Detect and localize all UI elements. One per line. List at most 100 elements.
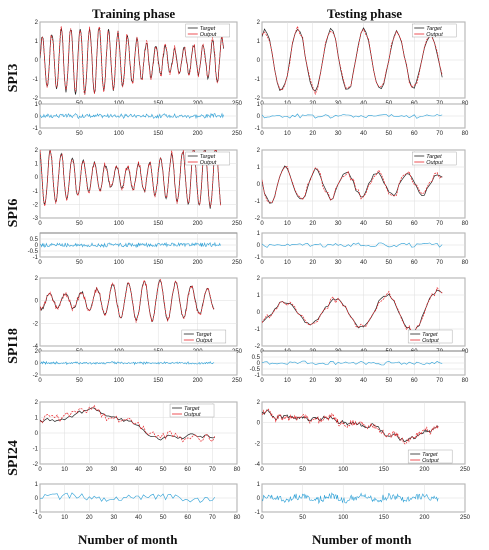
chart-spi24-testing-legend-output: Output: [422, 458, 439, 464]
chart-spi3-training-error-xtick: 50: [76, 131, 83, 137]
chart-spi18-training-legend-target: Target: [196, 332, 212, 338]
chart-spi24-training-main-ytick: -2: [33, 462, 39, 468]
chart-spi18-training-error-xtick: 0: [38, 378, 42, 384]
chart-spi6-training-main-ytick: -3: [33, 216, 39, 222]
chart-spi18-training-error-ytick: -2: [33, 373, 39, 379]
chart-spi24-training-main-ytick: 2: [35, 400, 39, 406]
chart-spi6-testing-legend-target: Target: [426, 154, 442, 160]
chart-spi6-training-target-line: [40, 150, 221, 209]
chart-spi18-training-main-ytick: -2: [33, 321, 39, 327]
chart-spi3-training-output-line: [40, 25, 224, 95]
chart-spi6-training-main-xtick: 200: [193, 221, 204, 227]
chart-spi6-testing-legend-output: Output: [426, 160, 443, 166]
chart-spi24-training-error-xtick: 40: [135, 515, 142, 521]
chart-spi3-testing-main-ytick: 2: [257, 20, 261, 26]
chart-spi24-training-error-xtick: 70: [209, 515, 216, 521]
chart-spi24-training-legend-output: Output: [184, 412, 201, 418]
chart-spi18-testing-error-xtick: 60: [411, 378, 418, 384]
chart-spi3-testing-main-ytick: 1: [257, 39, 261, 45]
chart-spi24-testing-main-xtick: 200: [419, 467, 430, 473]
chart-spi6-testing-error-xtick: 50: [386, 260, 393, 266]
chart-spi6-testing-main-ytick: 0: [257, 182, 261, 188]
chart-spi24-training-main-xtick: 60: [184, 467, 191, 473]
chart-spi3-training-error-ytick: -1: [33, 126, 39, 132]
chart-spi6-training-main-ytick: -2: [33, 202, 39, 208]
chart-spi18-testing-main-ytick: 2: [257, 276, 261, 282]
chart-spi24-testing-error-xtick: 250: [460, 515, 471, 521]
chart-spi18-testing-main-ytick: 0: [257, 310, 261, 316]
chart-spi6-testing-main-xtick: 30: [335, 221, 342, 227]
chart-spi3-testing-main-ytick: 0: [257, 58, 261, 64]
chart-spi24-training-main-xtick: 0: [38, 467, 42, 473]
header-training: Training phase: [92, 6, 176, 21]
chart-spi3-testing-error-ytick: 1: [257, 102, 261, 108]
chart-spi18-training: 050100150200250-4-202TargetOutput0501001…: [33, 276, 243, 384]
chart-spi3-testing-error-xtick: 80: [462, 131, 469, 137]
chart-spi18-testing-error-line: [262, 360, 443, 366]
chart-spi18-testing-error-xtick: 20: [309, 378, 316, 384]
chart-spi18-testing-main-ytick: -2: [255, 344, 261, 350]
chart-spi24-testing-main-ytick: 2: [257, 400, 261, 406]
chart-spi24-testing-error-xtick: 150: [379, 515, 390, 521]
chart-spi24-training-error-xtick: 10: [61, 515, 68, 521]
chart-spi18-testing-error-xtick: 30: [335, 378, 342, 384]
chart-spi6-testing-error-line: [262, 242, 443, 248]
chart-spi3-training-legend-output: Output: [200, 32, 217, 38]
chart-spi6-testing-main-xtick: 70: [436, 221, 443, 227]
chart-spi24-testing-main-ytick: 0: [257, 421, 261, 427]
chart-spi6-training-main-xtick: 100: [114, 221, 125, 227]
chart-spi3-testing-main-ytick: -2: [255, 96, 261, 102]
chart-spi24-testing-main-xtick: 0: [260, 467, 264, 473]
chart-spi3-training-main-ytick: 1: [35, 39, 39, 45]
chart-spi18-testing-error-xtick: 50: [386, 378, 393, 384]
chart-spi3-testing-error-xtick: 0: [260, 131, 264, 137]
chart-spi3-testing-error-xtick: 70: [436, 131, 443, 137]
chart-spi6-testing-error-ytick: 1: [257, 231, 261, 237]
chart-spi6-testing-error-xtick: 40: [360, 260, 367, 266]
chart-spi6-testing-error-ytick: 0: [257, 243, 261, 249]
chart-spi24-testing-legend-target: Target: [422, 452, 438, 458]
chart-spi3-training-legend-target: Target: [200, 26, 216, 32]
chart-spi24-testing-error-ytick: 1: [257, 482, 261, 488]
chart-spi18-testing-error-ytick: 0: [257, 361, 261, 367]
chart-spi24-training-error-ytick: 1: [35, 482, 39, 488]
chart-spi24-testing-error-xtick: 0: [260, 515, 264, 521]
chart-spi6-training-error-xtick: 0: [38, 260, 42, 266]
chart-spi18-training-error-xtick: 200: [193, 378, 204, 384]
chart-spi18-training-main-ytick: 0: [35, 299, 39, 305]
chart-spi24-testing-error-ytick: -1: [255, 510, 261, 516]
chart-spi6-testing-error-xtick: 20: [309, 260, 316, 266]
chart-spi6-training-error-xtick: 150: [153, 260, 164, 266]
chart-spi3-training-error-xtick: 200: [193, 131, 204, 137]
chart-spi6-testing-output-line: [262, 166, 443, 203]
chart-spi18-testing-error-xtick: 80: [462, 378, 469, 384]
chart-spi24-testing-main-xtick: 250: [460, 467, 471, 473]
chart-spi6-testing-error-xtick: 60: [411, 260, 418, 266]
chart-spi3-training-error-line: [40, 112, 224, 120]
chart-spi6-testing-error: 0 10 20 30 40 50 60 70 80-101: [255, 231, 469, 266]
chart-spi18-training-error-xtick: 50: [76, 378, 83, 384]
chart-spi3-training-error-xtick: 100: [114, 131, 125, 137]
chart-spi24-training-main-ytick: -1: [33, 447, 39, 453]
chart-spi6-testing-main-ytick: 2: [257, 148, 261, 154]
chart-spi3-training-main-ytick: 2: [35, 20, 39, 26]
chart-spi3-testing-legend-target: Target: [426, 26, 442, 32]
chart-spi18-testing-error: 0 10 20 30 40 50 60 70 80-1-0.500.5: [250, 350, 469, 384]
chart-spi3-training-error: 0 50 100 150 200 250-101: [33, 102, 243, 137]
chart-spi6-training-main-xtick: 150: [153, 221, 164, 227]
chart-spi18-training-legend-output: Output: [196, 338, 213, 344]
chart-spi6-testing-error-xtick: 30: [335, 260, 342, 266]
chart-spi18-testing-error-xtick: 10: [284, 378, 291, 384]
chart-spi18-training-error-ytick: 2: [35, 349, 39, 355]
